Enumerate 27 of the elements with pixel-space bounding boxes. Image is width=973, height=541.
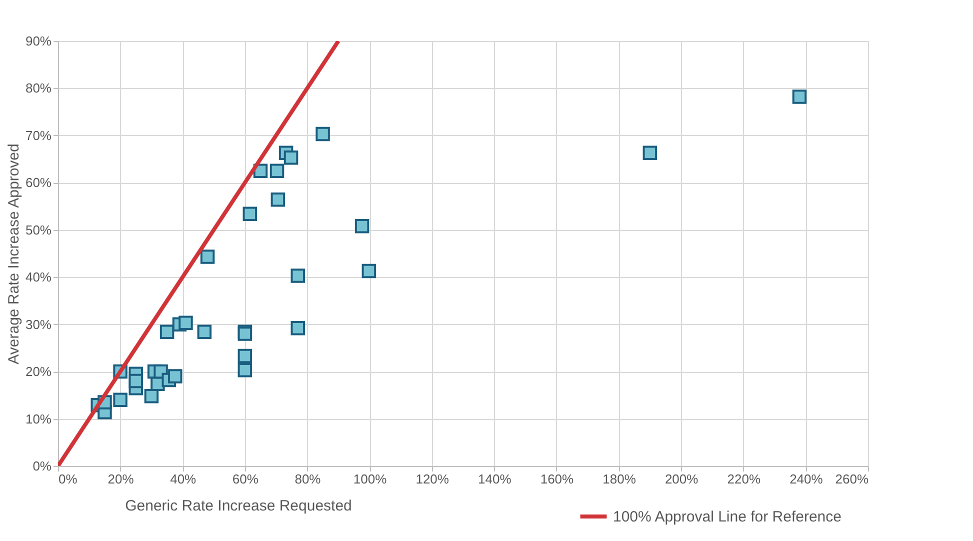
y-tick-label: 50%: [25, 222, 52, 238]
x-tick-label: 40%: [170, 472, 197, 486]
x-tick-label: 180%: [602, 472, 636, 486]
y-tick-label: 60%: [25, 175, 52, 190]
y-tick-label: 90%: [25, 34, 52, 48]
x-tick-label: 140%: [478, 472, 512, 486]
y-tick-label: 20%: [25, 364, 52, 380]
y-axis-title: Average Rate Increase Approved: [5, 144, 22, 364]
y-tick-label: 80%: [25, 80, 52, 96]
x-tick-label: 20%: [108, 472, 134, 486]
y-tick-label: 0%: [32, 458, 52, 474]
x-tick-label: 260%: [835, 472, 869, 486]
x-tick-label: 100%: [353, 472, 388, 486]
x-tick-label: 200%: [664, 472, 699, 486]
y-tick-label: 70%: [25, 128, 52, 143]
y-tick-label: 30%: [25, 316, 52, 332]
x-tick-label: 220%: [727, 472, 761, 486]
x-tick-label: 60%: [232, 472, 259, 486]
x-tick-label: 240%: [790, 472, 824, 486]
legend-label: 100% Approval Line for Reference: [613, 508, 842, 526]
x-tick-label: 120%: [416, 472, 450, 486]
x-tick-label: 0%: [58, 472, 78, 486]
x-tick-label: 160%: [540, 472, 574, 486]
x-tick-label: 80%: [294, 472, 322, 486]
y-tick-label: 10%: [25, 411, 52, 426]
x-axis-title: Generic Rate Increase Requested: [125, 498, 352, 514]
y-tick-label: 40%: [25, 270, 52, 285]
